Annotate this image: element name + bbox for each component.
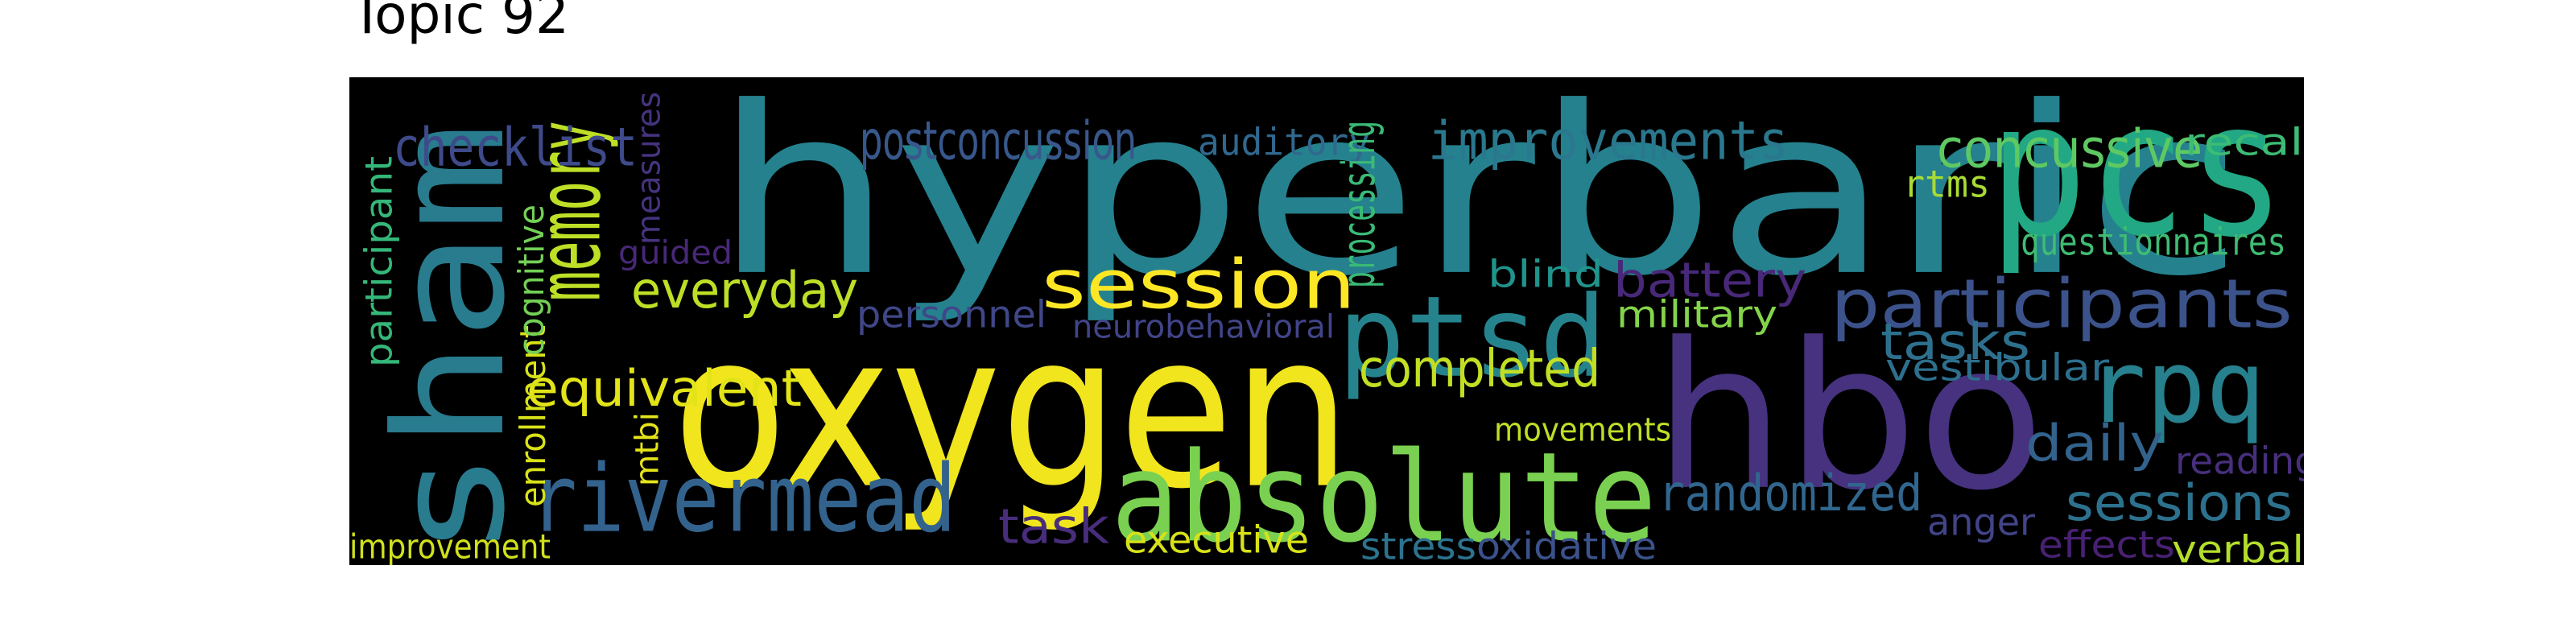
word-processing: processing [1331,120,1385,288]
word-ptsd: ptsd [1338,271,1608,403]
word-oxygen: oxygen [673,287,1351,537]
word-tasks: tasks [1880,312,2031,371]
word-improvements: improvements [1428,109,1790,172]
word-measures: measures [630,91,668,245]
word-reading: reading [2175,439,2304,483]
word-equivalent: equivalent [526,359,803,418]
word-rivermead: rivermead [530,444,956,554]
word-vestibular: vestibular [1885,345,2109,390]
word-guided: guided [618,233,733,272]
word-military: military [1616,292,1778,336]
word-participants: participants [1831,264,2293,344]
word-randomized: randomized [1658,464,1923,522]
word-completed: completed [1359,338,1600,399]
word-oxidative: oxidative [1476,524,1657,565]
word-neurobehavioral: neurobehavioral [1072,308,1335,346]
word-sessions: sessions [2066,473,2293,532]
word-personnel: personnel [857,292,1046,336]
word-daily: daily [2025,414,2164,473]
word-cognitive: cognitive [510,204,552,356]
word-pcs: pcs [1988,77,2286,279]
word-session: session [1042,245,1356,324]
word-stress: stress [1360,524,1477,565]
word-battery: battery [1613,251,1806,308]
word-recall: recall [2185,120,2304,164]
word-checklist: checklist [393,116,638,179]
word-cloud: hyperbaric oxygen hbo sham pcs absolute … [349,77,2304,565]
word-anger: anger [1927,500,2035,544]
word-hbo: hbo [1653,299,2046,536]
word-questionnaires: questionnaires [2021,220,2286,264]
word-postconcussion: postconcussion [860,109,1137,172]
word-effects: effects [2038,522,2175,565]
word-hyperbaric: hyperbaric [713,77,2243,328]
figure-title: Topic 92 [351,0,569,46]
word-improvement: improvement [349,526,551,565]
word-blind: blind [1488,252,1604,296]
word-participant: participant [357,156,401,367]
word-auditory: auditory [1198,120,1370,164]
word-absolute: absolute [1111,425,1657,565]
word-executive: executive [1124,518,1309,562]
word-rtms: rtms [1903,162,1991,206]
word-mtbi: mtbi [628,412,667,486]
word-concussive: concussive [1937,118,2203,180]
word-everyday: everyday [631,261,858,320]
word-task: task [998,497,1110,555]
word-rpq: rpq [2087,327,2266,447]
word-verbal: verbal [2172,527,2304,565]
word-movements: movements [1494,411,1671,449]
